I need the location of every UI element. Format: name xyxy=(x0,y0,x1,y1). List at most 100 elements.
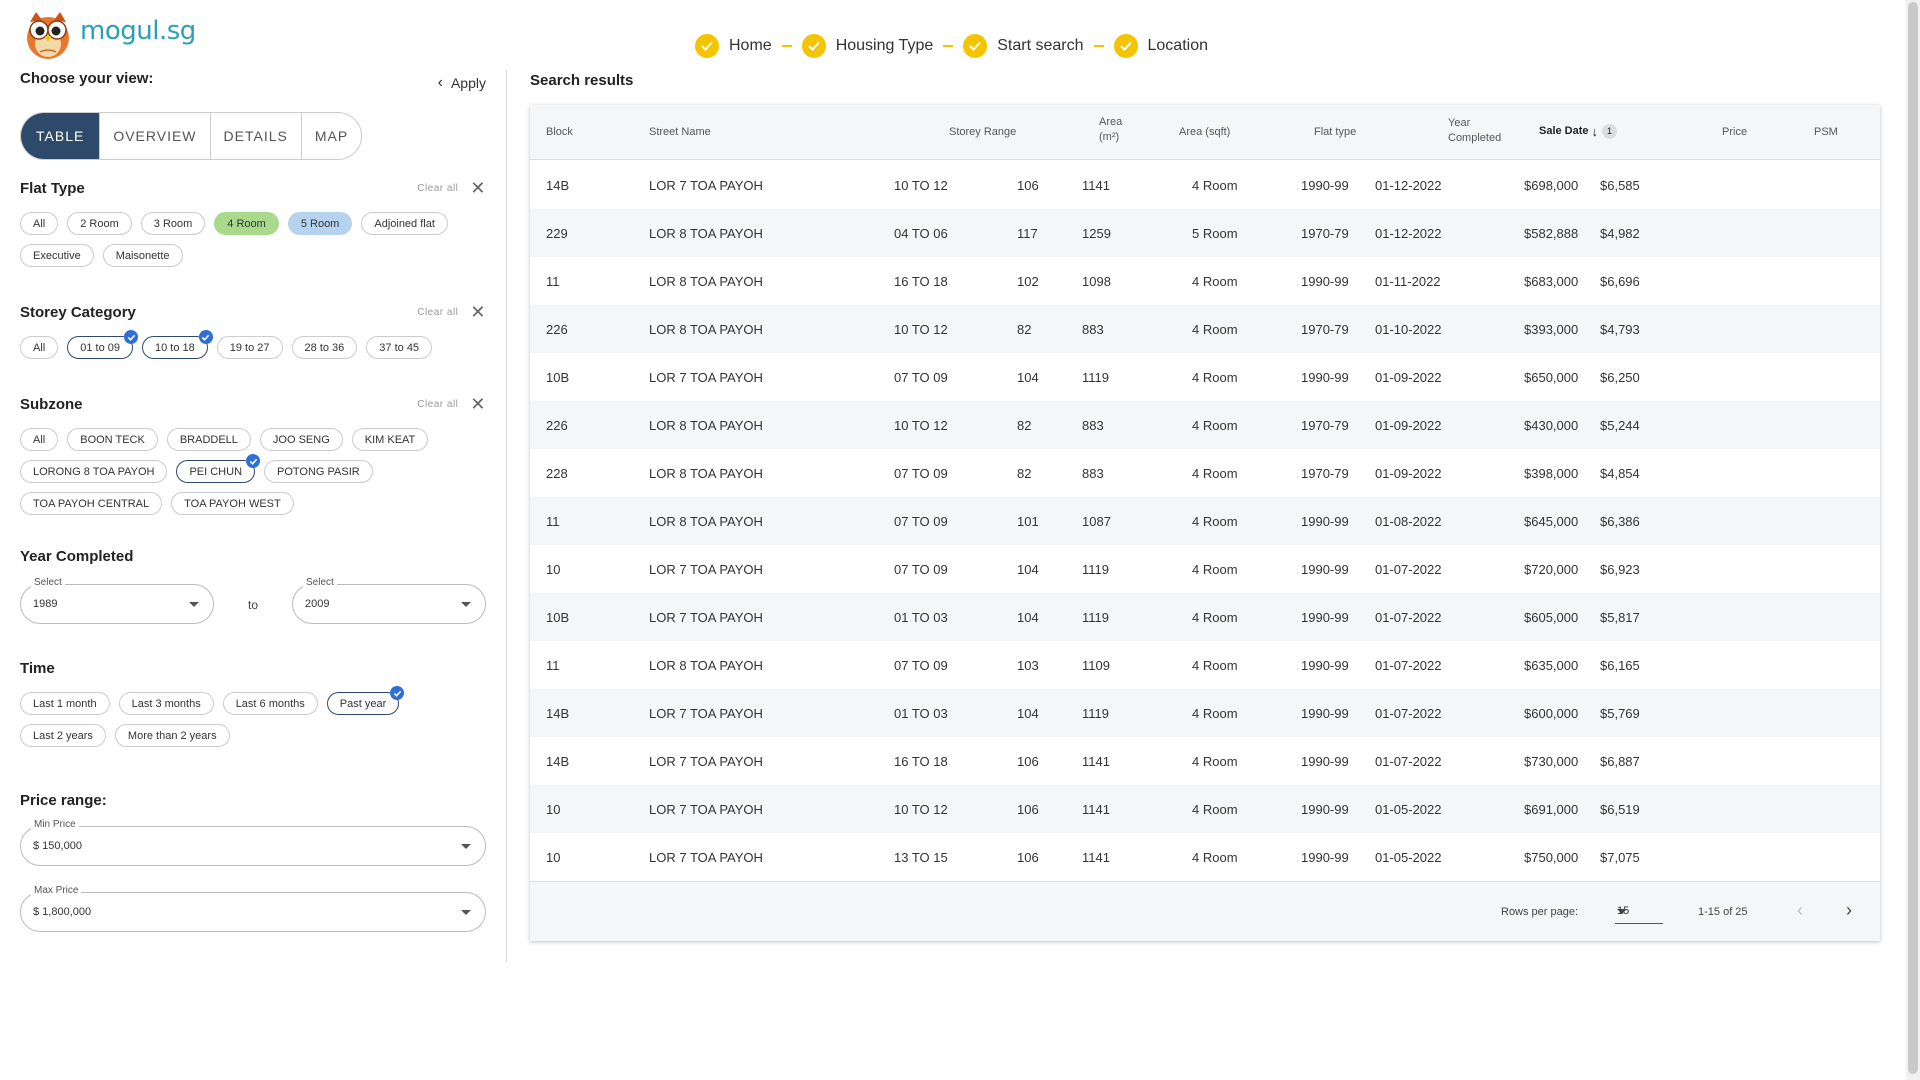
step-connector xyxy=(943,45,954,47)
filter-chip[interactable]: POTONG PASIR xyxy=(264,460,373,483)
view-option-table[interactable]: TABLE xyxy=(21,113,100,159)
filter-chip[interactable]: BRADDELL xyxy=(166,428,251,451)
filter-chip[interactable]: 28 to 36 xyxy=(291,336,358,359)
max-price-select[interactable]: Max Price $ 1,800,000 xyxy=(20,885,486,932)
col-year-completed[interactable]: Year Completed xyxy=(1448,107,1518,155)
step-location[interactable]: Location xyxy=(1113,34,1208,58)
scrollbar-thumb[interactable] xyxy=(1908,2,1918,1074)
filter-chip[interactable]: KIM KEAT xyxy=(351,428,429,451)
check-icon xyxy=(963,34,988,58)
table-cell: 1990-99 xyxy=(1301,802,1349,817)
table-cell: 4 Room xyxy=(1192,178,1238,193)
filter-chip[interactable]: 10 to 18 xyxy=(142,330,213,359)
table-cell: 10B xyxy=(546,370,570,385)
table-cell: $4,982 xyxy=(1600,226,1640,241)
filter-chip[interactable]: 4 Room xyxy=(214,212,279,235)
filter-chip[interactable]: 37 to 45 xyxy=(366,336,433,359)
table-row[interactable]: 228 LOR 8 TOA PAYOH 07 TO 09 82 883 4 Room 197… xyxy=(530,449,1880,497)
table-cell: 101 xyxy=(1017,514,1039,529)
table-cell: 1087 xyxy=(1082,514,1111,529)
apply-button[interactable]: ‹ Apply xyxy=(438,74,486,92)
table-row[interactable]: 14B LOR 7 TOA PAYOH 01 TO 03 104 1119 4 Room 1… xyxy=(530,689,1880,737)
filter-chip[interactable]: All xyxy=(20,336,59,359)
filter-chip[interactable]: Adjoined flat xyxy=(361,212,448,235)
step-home[interactable]: Home xyxy=(695,34,772,58)
view-option-details[interactable]: DETAILS xyxy=(209,113,301,159)
clear-storey-button[interactable]: Clear all ✕ xyxy=(417,303,486,321)
filter-chip[interactable]: Last 1 month xyxy=(20,692,110,715)
filter-chip[interactable]: 3 Room xyxy=(140,212,206,235)
filter-chip[interactable]: Maisonette xyxy=(102,244,183,267)
rows-per-page-select[interactable]: 15 xyxy=(1615,902,1663,924)
table-cell: 01-07-2022 xyxy=(1375,754,1442,769)
filter-chip[interactable]: TOA PAYOH WEST xyxy=(171,492,294,515)
filter-chip[interactable]: LORONG 8 TOA PAYOH xyxy=(20,460,168,483)
filter-chip[interactable]: Past year xyxy=(326,686,405,715)
chevron-left-icon[interactable]: ‹ xyxy=(1797,900,1803,920)
table-row[interactable]: 10 LOR 7 TOA PAYOH 07 TO 09 104 1119 4 Room 19… xyxy=(530,545,1880,593)
filter-chip[interactable]: All xyxy=(20,428,59,451)
clear-subzone-button[interactable]: Clear all ✕ xyxy=(417,395,486,413)
table-cell: $4,793 xyxy=(1600,322,1640,337)
col-price[interactable]: Price xyxy=(1722,126,1748,138)
step-housing-type[interactable]: Housing Type xyxy=(801,34,933,58)
table-footer: Rows per page: 15 1-15 of 25 ‹ › xyxy=(530,881,1880,941)
chip-label: Executive xyxy=(33,249,81,262)
step-start-search[interactable]: Start search xyxy=(963,34,1084,58)
table-cell: 1970-79 xyxy=(1301,418,1349,433)
col-sale-date[interactable]: Sale Date ↓ 1 xyxy=(1539,124,1618,139)
col-area-m2[interactable]: Area (m²) xyxy=(1099,115,1122,145)
filter-chip[interactable]: More than 2 years xyxy=(114,724,230,747)
view-option-overview[interactable]: OVERVIEW xyxy=(99,113,209,159)
col-area-sqft[interactable]: Area (sqft) xyxy=(1179,126,1231,138)
table-row[interactable]: 11 LOR 8 TOA PAYOH 07 TO 09 101 1087 4 Room 19… xyxy=(530,497,1880,545)
table-row[interactable]: 10 LOR 7 TOA PAYOH 10 TO 12 106 1141 4 Room 19… xyxy=(530,785,1880,833)
filter-chip[interactable]: Executive xyxy=(20,244,94,267)
year-from-select[interactable]: Select 1989 xyxy=(20,577,214,624)
chip-label: Last 3 months xyxy=(131,697,201,710)
table-row[interactable]: 229 LOR 8 TOA PAYOH 04 TO 06 117 1259 5 Room 1… xyxy=(530,209,1880,257)
filter-chip[interactable]: PEI CHUN xyxy=(176,454,261,483)
year-to-select[interactable]: Select 2009 xyxy=(292,577,486,624)
col-block[interactable]: Block xyxy=(546,126,573,138)
clear-label: Clear all xyxy=(417,398,459,410)
table-row[interactable]: 14B LOR 7 TOA PAYOH 10 TO 12 106 1141 4 Room 1… xyxy=(530,161,1880,209)
filter-chip[interactable]: BOON TECK xyxy=(67,428,158,451)
table-cell: 01-08-2022 xyxy=(1375,514,1442,529)
table-cell: LOR 7 TOA PAYOH xyxy=(649,802,763,817)
table-row[interactable]: 226 LOR 8 TOA PAYOH 10 TO 12 82 883 4 Room 197… xyxy=(530,401,1880,449)
subzone-filter: Subzone Clear all ✕ All BOON TECK BRADDELL J… xyxy=(20,394,486,524)
table-row[interactable]: 11 LOR 8 TOA PAYOH 16 TO 18 102 1098 4 Room 19… xyxy=(530,257,1880,305)
chip-group: All 01 to 09 10 to 18 19 to 27 28 to 36 37 to… xyxy=(20,330,480,368)
table-cell: 102 xyxy=(1017,274,1039,289)
table-row[interactable]: 10 LOR 7 TOA PAYOH 13 TO 15 106 1141 4 Room 19… xyxy=(530,833,1880,881)
table-row[interactable]: 10B LOR 7 TOA PAYOH 07 TO 09 104 1119 4 Room 1… xyxy=(530,353,1880,401)
table-row[interactable]: 14B LOR 7 TOA PAYOH 16 TO 18 106 1141 4 Room 1… xyxy=(530,737,1880,785)
filter-chip[interactable]: All xyxy=(20,212,59,235)
table-cell: 10 xyxy=(546,850,561,865)
filter-chip[interactable]: 5 Room xyxy=(287,212,353,235)
table-row[interactable]: 11 LOR 8 TOA PAYOH 07 TO 09 103 1109 4 Room 19… xyxy=(530,641,1880,689)
clear-flat-type-button[interactable]: Clear all ✕ xyxy=(417,179,486,197)
chip-label: 10 to 18 xyxy=(155,341,195,354)
logo[interactable]: mogul.sg xyxy=(22,8,196,60)
col-street-name[interactable]: Street Name xyxy=(649,126,711,138)
table-cell: 01 TO 03 xyxy=(894,610,948,625)
chevron-right-icon[interactable]: › xyxy=(1846,900,1852,920)
page-scrollbar[interactable] xyxy=(1906,0,1920,1080)
view-option-map[interactable]: MAP xyxy=(300,113,361,159)
filter-chip[interactable]: 01 to 09 xyxy=(67,330,138,359)
filter-chip[interactable]: Last 2 years xyxy=(20,724,106,747)
filter-chip[interactable]: JOO SENG xyxy=(259,428,343,451)
filter-chip[interactable]: Last 3 months xyxy=(118,692,214,715)
filter-chip[interactable]: 19 to 27 xyxy=(216,336,283,359)
filter-chip[interactable]: TOA PAYOH CENTRAL xyxy=(20,492,163,515)
table-row[interactable]: 10B LOR 7 TOA PAYOH 01 TO 03 104 1119 4 Room 1… xyxy=(530,593,1880,641)
col-psm[interactable]: PSM xyxy=(1814,126,1838,138)
filter-chip[interactable]: 2 Room xyxy=(67,212,132,235)
table-row[interactable]: 226 LOR 8 TOA PAYOH 10 TO 12 82 883 4 Room 197… xyxy=(530,305,1880,353)
min-price-select[interactable]: Min Price $ 150,000 xyxy=(20,819,486,866)
col-flat-type[interactable]: Flat type xyxy=(1314,126,1357,138)
col-storey-range[interactable]: Storey Range xyxy=(949,126,1017,138)
filter-chip[interactable]: Last 6 months xyxy=(222,692,318,715)
